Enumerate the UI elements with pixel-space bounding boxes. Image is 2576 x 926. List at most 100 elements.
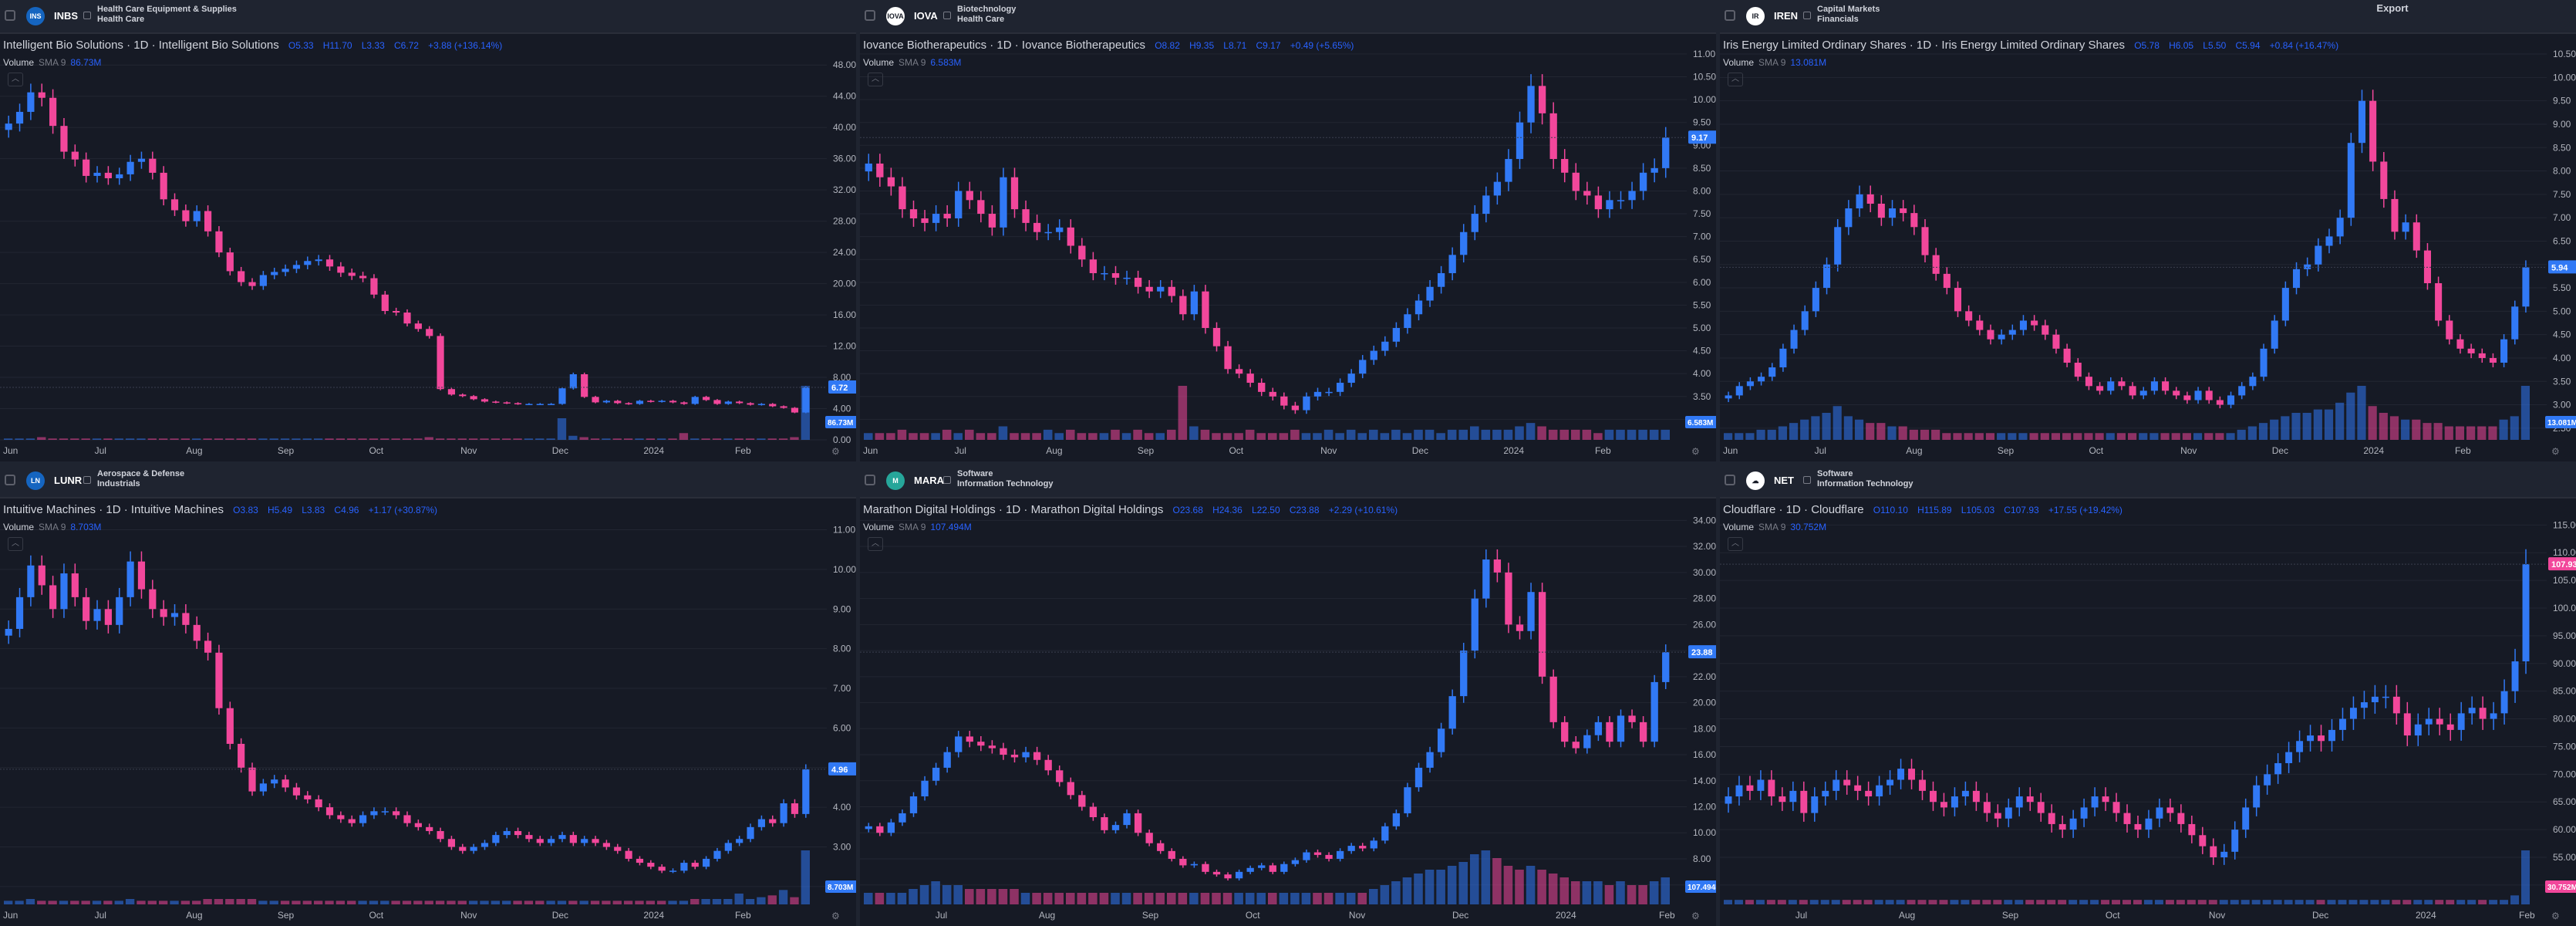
volume-bar (2112, 900, 2121, 904)
volume-bar (1088, 433, 1097, 440)
chart-panel-iova[interactable]: IOVA IOVA Biotechnology Health Care 11.0… (860, 0, 1716, 461)
volume-bar (335, 438, 346, 440)
chart-panel-iren[interactable]: IR IREN Capital Markets Financials 10.50… (1720, 0, 2576, 461)
export-button[interactable]: Export (2359, 0, 2426, 17)
y-tick-label: 8.00 (1693, 185, 1711, 196)
volume-bar (1481, 850, 1491, 904)
candle-body (1067, 782, 1074, 796)
symbol-ticker[interactable]: IREN (1774, 10, 1799, 22)
price-chart[interactable]: 115.00 110.00 105.00 100.00 95.00 90.00 85.00 8… (1720, 465, 2576, 926)
volume-bar (1604, 885, 1614, 904)
flag-icon[interactable] (83, 476, 91, 484)
panel-header: LN LUNR Aerospace & Defense Industrials (0, 465, 856, 498)
x-tick-label: Nov (1349, 910, 1365, 921)
symbol-ticker[interactable]: INBS (54, 10, 79, 22)
symbol-ticker[interactable]: NET (1774, 475, 1794, 486)
candle-body (2019, 320, 2027, 330)
industry-name: Information Technology (957, 479, 1054, 488)
collapse-chevron-icon[interactable]: ︿ (8, 73, 23, 86)
collapse-chevron-icon[interactable]: ︿ (1728, 73, 1743, 86)
y-tick-label: 9.00 (2553, 119, 2571, 130)
candle-body (1757, 779, 1765, 791)
volume-bar (502, 438, 511, 440)
volume-value: 13.081M (1790, 57, 1827, 68)
volume-bar (158, 438, 168, 440)
candle-body (193, 211, 201, 221)
candle-body (1865, 790, 1873, 797)
volume-bar (2241, 900, 2250, 904)
volume-bar (1200, 429, 1210, 440)
volume-bar (2412, 419, 2421, 440)
price-chart[interactable]: 10.5010.009.509.008.508.007.507.006.506.… (1720, 0, 2576, 461)
candle-body (1972, 790, 1980, 803)
collapse-chevron-icon[interactable]: ︿ (1728, 537, 1743, 551)
symbol-ticker[interactable]: IOVA (914, 10, 938, 22)
candle-body (921, 780, 929, 797)
price-chart[interactable]: 11.0010.5010.009.509.008.508.007.507.006… (860, 0, 1716, 461)
volume-bar (2062, 433, 2072, 440)
select-checkbox[interactable] (1725, 10, 1735, 21)
candle-body (137, 158, 146, 162)
candle-body (2015, 796, 2023, 808)
symbol-ticker[interactable]: LUNR (54, 475, 83, 486)
price-chart[interactable]: 11.0010.009.008.007.006.005.004.003.002.… (0, 465, 856, 926)
collapse-chevron-icon[interactable]: ︿ (868, 73, 883, 86)
candle-body (414, 823, 422, 827)
select-checkbox[interactable] (1725, 475, 1735, 485)
select-checkbox[interactable] (865, 10, 875, 21)
collapse-chevron-icon[interactable]: ︿ (868, 537, 883, 551)
chart-panel-lunr[interactable]: LN LUNR Aerospace & Defense Industrials … (0, 465, 856, 926)
volume-bar (1638, 885, 1647, 904)
candle-body (2162, 381, 2170, 391)
candle-body (514, 403, 522, 404)
volume-bar (2444, 426, 2453, 440)
price-tag: 5.94 (2551, 263, 2568, 272)
candle-body (2096, 386, 2104, 391)
select-checkbox[interactable] (5, 475, 15, 485)
y-tick-label: 3.00 (833, 842, 851, 853)
candle-body (1168, 850, 1175, 859)
volume-bar (1335, 893, 1344, 904)
volume-bar (1985, 433, 1995, 440)
candle-body (1448, 255, 1456, 273)
y-tick-label: 8.00 (833, 372, 851, 383)
volume-bar (380, 438, 389, 440)
volume-bar (1357, 893, 1367, 904)
volume-bar (1088, 893, 1097, 904)
volume-bar (635, 438, 644, 440)
volume-bar (745, 899, 755, 904)
candle-body (170, 199, 179, 211)
volume-bar (59, 901, 69, 904)
flag-icon[interactable] (83, 12, 91, 19)
chart-panel-net[interactable]: ☁ NET Software Information Technology 11… (1720, 465, 2576, 926)
flag-icon[interactable] (943, 476, 951, 484)
volume-bar (1268, 893, 1277, 904)
volume-bar (602, 901, 611, 904)
select-checkbox[interactable] (865, 475, 875, 485)
candle-body (1725, 796, 1732, 804)
flag-icon[interactable] (943, 12, 951, 19)
price-chart[interactable]: 48.00 44.00 40.00 36.00 32.00 28.00 24.00 20.00… (0, 0, 856, 461)
y-tick-label: 95.00 (2553, 630, 2576, 641)
volume-bar (413, 901, 423, 904)
logo-text: IR (1752, 12, 1759, 20)
flag-icon[interactable] (1803, 476, 1811, 484)
candle-body (1078, 795, 1086, 807)
collapse-chevron-icon[interactable]: ︿ (8, 537, 23, 551)
volume-bar (2381, 900, 2390, 904)
flag-icon[interactable] (1803, 12, 1811, 19)
chart-panel-mara[interactable]: M MARA Software Information Technology 3… (860, 465, 1716, 926)
volume-bar (48, 438, 57, 440)
select-checkbox[interactable] (5, 10, 15, 21)
symbol-ticker[interactable]: MARA (914, 475, 944, 486)
volume-bar (2133, 900, 2142, 904)
price-chart[interactable]: 34.0032.0030.0028.0026.0024.0022.0020.00… (860, 465, 1716, 926)
ohlc-high: H11.70 (322, 40, 352, 51)
volume-bar (380, 901, 389, 904)
chart-title: Intuitive Machines · 1D · Intuitive Mach… (3, 503, 437, 516)
y-tick-label: 5.50 (1693, 299, 1711, 310)
candle-body (2328, 729, 2335, 742)
chart-panel-inbs[interactable]: INS INBS Health Care Equipment & Supplie… (0, 0, 856, 461)
candle-body (2478, 353, 2486, 358)
volume-bar (1414, 874, 1423, 904)
